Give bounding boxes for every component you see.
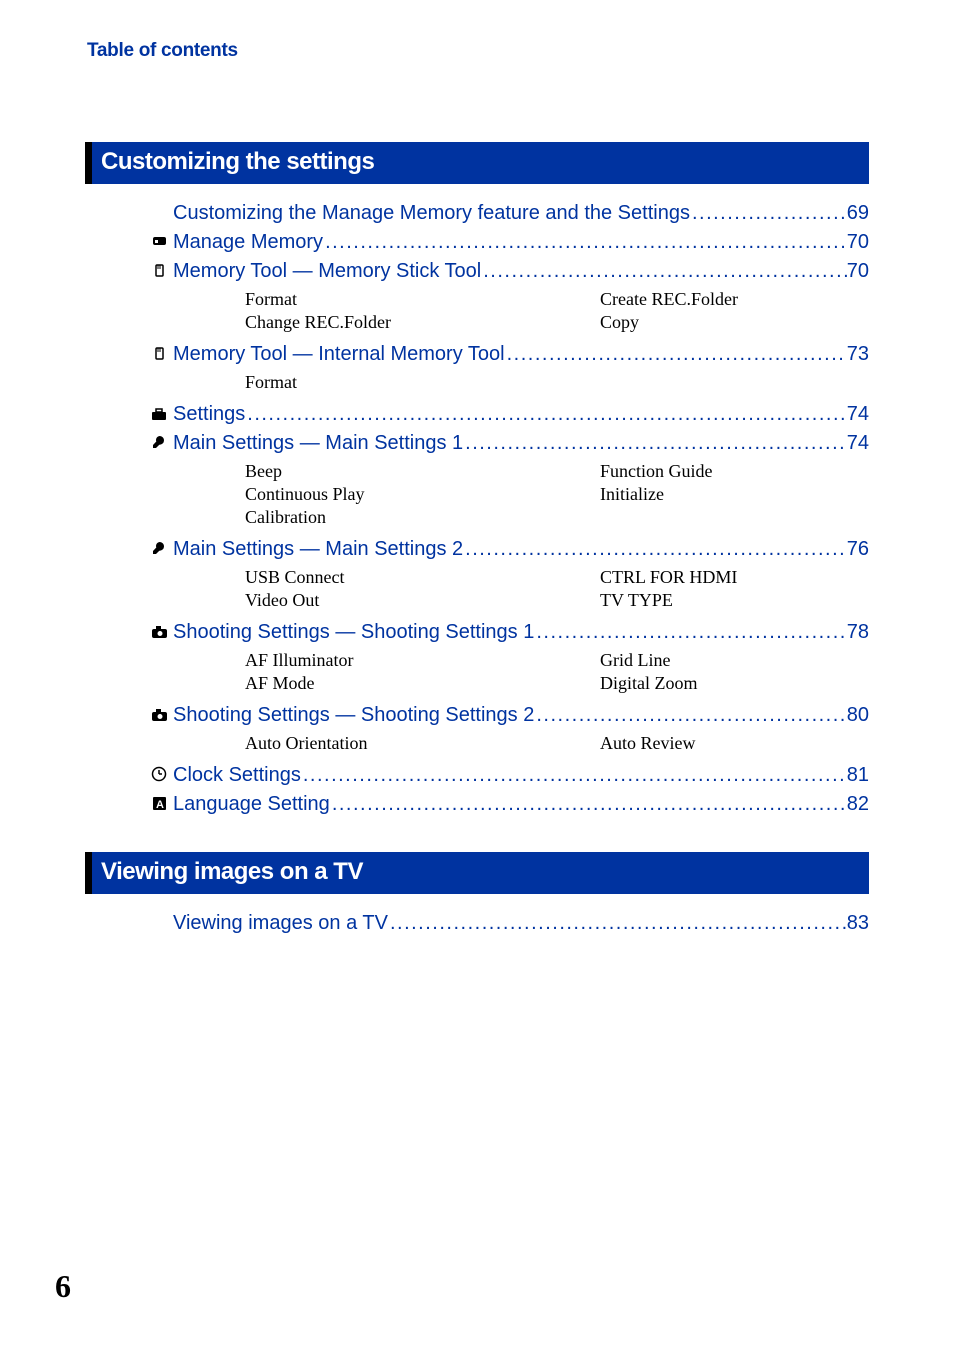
toc-label: Shooting Settings — Shooting Settings 1 [173,621,534,644]
sub-item[interactable]: Initialize [600,484,869,505]
memory-tool-icon [145,260,173,283]
toc-entry[interactable]: Settings ...............................… [145,403,869,426]
wrench-icon [145,432,173,455]
sub-item[interactable]: CTRL FOR HDMI [600,567,869,588]
toc-label: Manage Memory [173,231,323,254]
toc-label: Settings [173,403,245,426]
sub-item[interactable]: Digital Zoom [600,673,869,694]
sub-item[interactable]: Function Guide [600,461,869,482]
sub-item[interactable]: Auto Review [600,733,869,754]
toc-label: Shooting Settings — Shooting Settings 2 [173,704,534,727]
toc-label: Customizing the Manage Memory feature an… [173,202,690,225]
clock-icon [145,764,173,787]
dot-leader: ........................................… [534,704,846,727]
dot-leader: ........................................… [323,231,847,254]
toc-subitems: Beep Function Guide Continuous Play Init… [245,461,869,528]
dot-leader: ........................................… [301,764,847,787]
dot-leader: ........................................… [245,403,846,426]
sub-item[interactable]: AF Mode [245,673,600,694]
toc-entry[interactable]: Memory Tool — Internal Memory Tool .....… [145,343,869,366]
toc-label: Language Setting [173,793,330,816]
sub-item [600,372,869,393]
language-icon: A [145,793,173,816]
dot-leader: ........................................… [481,260,847,283]
toc-entry[interactable]: Manage Memory ..........................… [145,231,869,254]
sub-item[interactable]: Change REC.Folder [245,312,600,333]
sub-item[interactable]: Format [245,372,600,393]
toc-entry[interactable]: Shooting Settings — Shooting Settings 1 … [145,621,869,644]
toc-page: 82 [847,793,869,816]
sub-item[interactable]: Format [245,289,600,310]
toc-page: 83 [847,912,869,935]
toc-entry[interactable]: A Language Setting .....................… [145,793,869,816]
sub-item[interactable]: Grid Line [600,650,869,671]
toc-page: 78 [847,621,869,644]
sub-item[interactable]: Calibration [245,507,600,528]
toc-entry[interactable]: Shooting Settings — Shooting Settings 2 … [145,704,869,727]
dot-leader: .............................. [690,202,847,225]
toc-entry[interactable]: Main Settings — Main Settings 1 ........… [145,432,869,455]
sd-card-icon [145,231,173,254]
memory-tool-icon [145,343,173,366]
camera-icon [145,704,173,727]
toc-label: Memory Tool — Internal Memory Tool [173,343,505,366]
dot-leader: ........................................… [534,621,846,644]
dot-leader: ........................................… [463,432,847,455]
toc-list-viewing: Viewing images on a TV .................… [85,912,869,935]
toc-subitems: AF Illuminator Grid Line AF Mode Digital… [245,650,869,694]
wrench-icon [145,538,173,561]
toc-page: 76 [847,538,869,561]
dot-leader: ........................................… [463,538,847,561]
toc-subitems: Format [245,372,869,393]
sub-item [600,507,869,528]
page-header: Table of contents [87,40,869,62]
toc-entry[interactable]: Main Settings — Main Settings 2 ........… [145,538,869,561]
sub-item[interactable]: Beep [245,461,600,482]
toc-list-customizing: Customizing the Manage Memory feature an… [85,202,869,816]
toc-page: 80 [847,704,869,727]
toc-label: Main Settings — Main Settings 2 [173,538,463,561]
toc-entry[interactable]: Customizing the Manage Memory feature an… [145,202,869,225]
sub-item[interactable]: Create REC.Folder [600,289,869,310]
camera-icon [145,621,173,644]
section-title-customizing: Customizing the settings [85,142,869,184]
toc-entry[interactable]: Memory Tool — Memory Stick Tool ........… [145,260,869,283]
toc-page: 70 [847,260,869,283]
toolbox-icon [145,403,173,426]
toc-label: Viewing images on a TV [173,912,388,935]
sub-item[interactable]: Copy [600,312,869,333]
toc-subitems: Auto Orientation Auto Review [245,733,869,754]
sub-item[interactable]: Continuous Play [245,484,600,505]
toc-page: 70 [847,231,869,254]
toc-entry[interactable]: Clock Settings .........................… [145,764,869,787]
toc-page: 74 [847,432,869,455]
page-number: 6 [55,1268,71,1305]
sub-item[interactable]: Video Out [245,590,600,611]
dot-leader: ........................................… [330,793,847,816]
dot-leader: ........................................… [505,343,847,366]
toc-label: Memory Tool — Memory Stick Tool [173,260,481,283]
toc-label: Clock Settings [173,764,301,787]
toc-page: 74 [847,403,869,426]
toc-page: 69 [847,202,869,225]
sub-item[interactable]: AF Illuminator [245,650,600,671]
section-title-viewing: Viewing images on a TV [85,852,869,894]
svg-text:A: A [156,799,164,811]
sub-item[interactable]: USB Connect [245,567,600,588]
toc-label: Main Settings — Main Settings 1 [173,432,463,455]
sub-item[interactable]: TV TYPE [600,590,869,611]
toc-entry[interactable]: Viewing images on a TV .................… [145,912,869,935]
dot-leader: ........................................… [388,912,847,935]
sub-item[interactable]: Auto Orientation [245,733,600,754]
toc-page: 81 [847,764,869,787]
toc-page: 73 [847,343,869,366]
toc-subitems: Format Create REC.Folder Change REC.Fold… [245,289,869,333]
toc-subitems: USB Connect CTRL FOR HDMI Video Out TV T… [245,567,869,611]
